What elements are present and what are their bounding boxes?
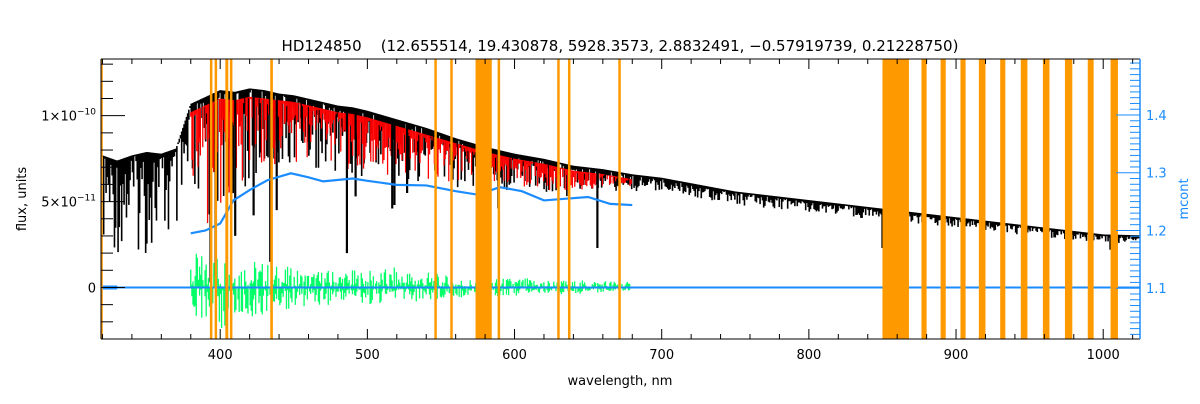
masked-region (567, 59, 571, 339)
axes: 400 500 600 700 800 900 1000 0 5×10−11 1×10−10 1.1… (41, 58, 1167, 363)
masked-region (940, 59, 946, 339)
y-tick-exponent: −11 (77, 194, 96, 204)
y2-tick-label: 1.2 (1146, 224, 1167, 239)
masked-region (1020, 59, 1028, 339)
y-tick-mantissa: 0 (88, 281, 96, 296)
masked-region (101, 59, 103, 339)
y2-tick-label: 1.3 (1146, 167, 1167, 182)
masked-region (882, 59, 909, 339)
plot-area (101, 59, 1140, 339)
masked-region (214, 59, 218, 339)
masked-region (557, 59, 560, 339)
y-tick-mantissa: 1×10 (41, 110, 77, 125)
x-tick-label: 700 (649, 348, 674, 363)
masked-region (1042, 59, 1050, 339)
y2-tick-label: 1.1 (1146, 282, 1167, 297)
masked-region (1087, 59, 1094, 339)
y2-axis-label: mcont (1177, 178, 1192, 219)
masked-region (1110, 59, 1118, 339)
masked-region (1064, 59, 1073, 339)
mcont-curve (190, 172, 633, 235)
masked-region (209, 59, 213, 339)
masked-region (618, 59, 621, 339)
y-tick-label: 5×10−11 (41, 194, 96, 211)
x-axis-label: wavelength, nm (568, 374, 673, 389)
masked-region (434, 59, 437, 339)
x-tick-label: 500 (355, 348, 380, 363)
masked-region (225, 59, 229, 339)
x-tick-label: 1000 (1087, 348, 1120, 363)
y-tick-exponent: −10 (77, 108, 96, 118)
masked-region (497, 59, 501, 339)
masked-region (475, 59, 492, 339)
masked-region (1000, 59, 1006, 339)
x-tick-label: 800 (796, 348, 821, 363)
masked-region (229, 59, 233, 339)
y-tick-label: 1×10−10 (41, 108, 96, 125)
masked-region (921, 59, 927, 339)
masked-region (960, 59, 966, 339)
y2-tick-label: 1.4 (1146, 109, 1167, 124)
plot-content (101, 59, 1140, 339)
residuals (190, 253, 633, 328)
y-axis-label: flux, units (15, 167, 30, 232)
masked-region (450, 59, 453, 339)
masked-region (978, 59, 986, 339)
y-tick-label: 0 (88, 281, 96, 296)
chart-title: HD124850 (12.655514, 19.430878, 5928.357… (282, 37, 959, 55)
x-tick-label: 900 (944, 348, 969, 363)
x-tick-label: 600 (502, 348, 527, 363)
x-tick-label: 400 (208, 348, 233, 363)
y-tick-mantissa: 5×10 (41, 196, 77, 211)
masked-region (270, 59, 273, 339)
